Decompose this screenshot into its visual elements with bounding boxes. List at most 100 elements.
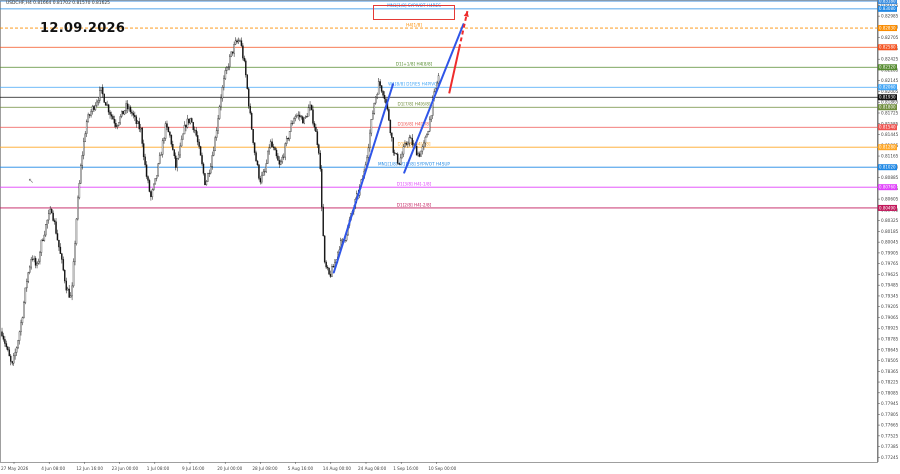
x-tick-label: 24 Aug 08:00: [358, 466, 387, 471]
candle-body: [90, 111, 92, 116]
candle-body: [29, 266, 31, 273]
candle-body: [217, 118, 219, 131]
candle-body: [157, 163, 159, 176]
candle: [81, 151, 84, 170]
candle: [177, 151, 180, 161]
candle-body: [88, 114, 91, 116]
candle: [1, 327, 3, 338]
candle: [410, 135, 412, 139]
candle: [103, 93, 105, 103]
candle: [170, 134, 173, 147]
candle: [102, 84, 104, 98]
candle-body: [154, 178, 157, 185]
projection-arrow-head: [463, 11, 469, 17]
level-price-tag: [878, 44, 897, 51]
candle-body: [290, 123, 292, 132]
candle: [186, 114, 189, 129]
y-tick-label: 0.82425: [881, 57, 899, 62]
y-tick-label: 0.81165: [881, 154, 899, 159]
y-tick-label: 0.80885: [881, 175, 899, 180]
candle: [153, 183, 155, 191]
candle-body: [385, 98, 387, 104]
candle-body: [169, 131, 171, 136]
y-tick-label: 0.79065: [881, 315, 899, 320]
candle: [182, 133, 184, 140]
candle-body: [329, 273, 332, 277]
candle: [78, 180, 81, 200]
candle-body: [163, 138, 165, 141]
y-tick-label: 0.80185: [881, 229, 899, 234]
candle: [36, 261, 38, 269]
candle-body: [118, 122, 120, 126]
candle-body: [77, 197, 79, 220]
candle-body: [186, 118, 189, 128]
candle-body: [307, 107, 310, 117]
y-tick-label: 0.78925: [881, 326, 899, 331]
candle: [10, 353, 12, 366]
projection-dashed: [458, 10, 469, 49]
candle: [408, 134, 411, 147]
candle: [126, 100, 129, 114]
candle-body: [245, 60, 247, 76]
candle-body: [369, 132, 371, 149]
candle: [8, 346, 11, 357]
candle-body: [156, 175, 158, 179]
candle-body: [233, 44, 235, 54]
candle: [50, 208, 53, 214]
candle-body: [196, 135, 199, 143]
candle: [43, 230, 46, 242]
candle-body: [310, 104, 313, 110]
candle-body: [69, 295, 72, 298]
candle: [34, 256, 37, 269]
candle: [204, 173, 206, 186]
candle-body: [64, 269, 66, 282]
candle: [437, 72, 440, 86]
candle-body: [1, 331, 3, 337]
candle-body: [429, 118, 431, 132]
candle: [58, 239, 60, 251]
candle-body: [258, 164, 260, 179]
candle-body: [237, 40, 240, 43]
candle: [53, 218, 56, 225]
candle: [246, 74, 249, 90]
candle-body: [398, 163, 400, 165]
candle-body: [296, 115, 298, 117]
candle: [115, 119, 117, 129]
candle: [236, 38, 238, 44]
candle: [240, 37, 243, 47]
candle: [302, 115, 304, 124]
candle: [315, 123, 317, 132]
candle-body: [131, 111, 133, 114]
candle: [104, 102, 107, 106]
candle: [148, 178, 151, 193]
candle-body: [288, 131, 291, 140]
y-tick-label: 0.78365: [881, 369, 899, 374]
candle: [430, 115, 432, 123]
candle: [164, 121, 167, 141]
candle-body: [189, 118, 192, 124]
candle: [116, 124, 119, 130]
candle-body: [153, 183, 155, 190]
candle-body: [102, 87, 104, 95]
candle-body: [71, 285, 73, 297]
level-label: D1[6/8] H4[5/8]: [397, 122, 430, 127]
candle-body: [227, 66, 230, 68]
candle: [217, 115, 219, 135]
candle: [316, 129, 319, 148]
candle: [175, 152, 177, 171]
candle: [134, 111, 136, 122]
candle-body: [65, 280, 67, 291]
candle: [307, 104, 310, 117]
candle-body: [183, 125, 186, 135]
candle-body: [87, 114, 89, 122]
candle-body: [129, 106, 132, 113]
candle-body: [10, 355, 12, 362]
candle-body: [226, 67, 228, 71]
candle-body: [261, 174, 263, 183]
candle: [264, 168, 266, 176]
candle: [372, 110, 374, 120]
candle-body: [323, 235, 326, 263]
candle: [137, 119, 139, 125]
